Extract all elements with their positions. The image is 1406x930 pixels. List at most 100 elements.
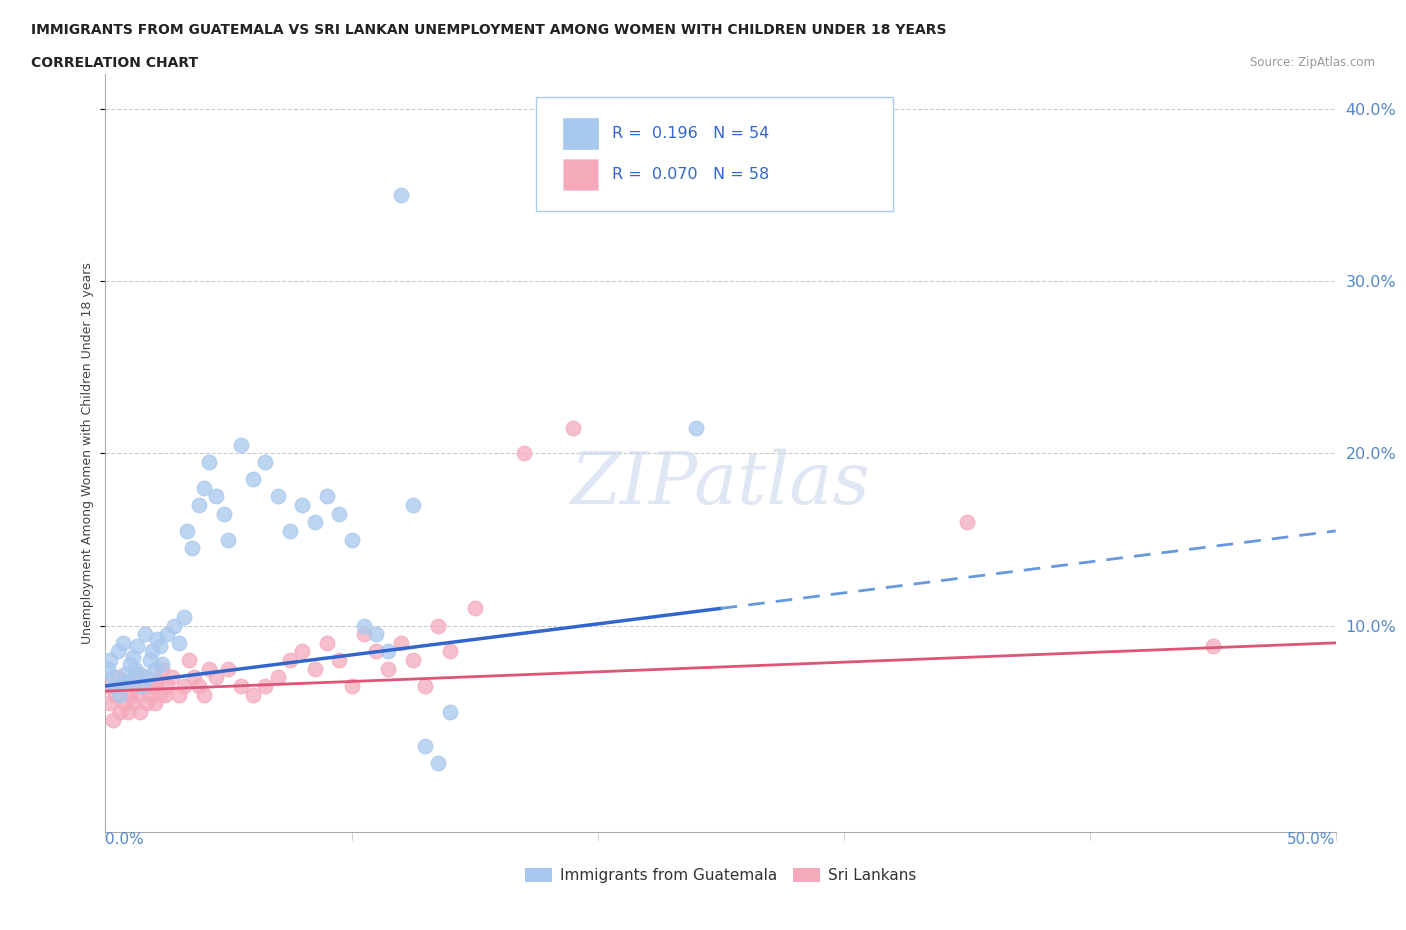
Point [134, 627, 156, 642]
Point [304, 515, 326, 530]
Point [117, 673, 139, 688]
Point [353, 627, 375, 642]
Point [426, 756, 449, 771]
Text: 50.0%: 50.0% [1288, 832, 1336, 847]
Point [156, 679, 179, 694]
Point [136, 696, 159, 711]
Point [107, 644, 129, 659]
Point [402, 653, 425, 668]
Point [97, 661, 120, 676]
Point [124, 673, 146, 688]
Point [328, 506, 350, 521]
Point [389, 635, 412, 650]
Point [127, 639, 149, 654]
Point [141, 679, 163, 694]
Point [291, 644, 314, 659]
Point [562, 420, 585, 435]
Point [439, 704, 461, 719]
Point [340, 532, 363, 547]
Point [146, 673, 169, 688]
Point [179, 653, 201, 668]
Point [513, 446, 536, 461]
FancyBboxPatch shape [564, 159, 598, 190]
Point [169, 687, 191, 702]
Point [183, 670, 205, 684]
Point [328, 653, 350, 668]
Point [242, 472, 264, 486]
Point [377, 661, 399, 676]
Point [340, 679, 363, 694]
FancyBboxPatch shape [536, 97, 893, 211]
Point [114, 696, 136, 711]
Point [104, 679, 127, 694]
Text: R =  0.070   N = 58: R = 0.070 N = 58 [613, 167, 769, 182]
Point [110, 704, 132, 719]
Point [278, 524, 301, 538]
Point [138, 687, 162, 702]
Text: R =  0.196   N = 54: R = 0.196 N = 54 [613, 126, 769, 141]
Point [366, 644, 388, 659]
Point [197, 661, 221, 676]
Point [188, 679, 211, 694]
Text: CORRELATION CHART: CORRELATION CHART [31, 56, 198, 70]
Point [197, 455, 221, 470]
Point [254, 679, 277, 694]
Point [97, 679, 120, 694]
Point [134, 679, 156, 694]
Point [1202, 639, 1225, 654]
Point [956, 515, 979, 530]
Point [149, 687, 172, 702]
Point [377, 644, 399, 659]
Point [229, 437, 252, 452]
Point [353, 618, 375, 633]
Point [107, 670, 129, 684]
Point [98, 653, 122, 668]
Point [218, 532, 240, 547]
Point [426, 618, 449, 633]
Text: Source: ZipAtlas.com: Source: ZipAtlas.com [1250, 56, 1375, 69]
Point [229, 679, 252, 694]
Point [127, 687, 149, 702]
Point [138, 653, 162, 668]
Point [153, 687, 176, 702]
Point [278, 653, 301, 668]
Point [242, 687, 264, 702]
Text: 0.0%: 0.0% [105, 832, 145, 847]
Point [169, 635, 191, 650]
Point [180, 540, 202, 555]
Point [402, 498, 425, 512]
Point [124, 661, 146, 676]
Point [218, 661, 240, 676]
Point [212, 506, 235, 521]
Point [315, 489, 337, 504]
Point [415, 679, 437, 694]
Point [114, 667, 136, 682]
Point [366, 627, 388, 642]
Point [150, 661, 173, 676]
Point [173, 679, 195, 694]
Point [121, 649, 143, 664]
Point [146, 632, 169, 647]
Point [176, 524, 198, 538]
Point [111, 679, 134, 694]
Text: IMMIGRANTS FROM GUATEMALA VS SRI LANKAN UNEMPLOYMENT AMONG WOMEN WITH CHILDREN U: IMMIGRANTS FROM GUATEMALA VS SRI LANKAN … [31, 23, 946, 37]
Legend: Immigrants from Guatemala, Sri Lankans: Immigrants from Guatemala, Sri Lankans [519, 862, 922, 889]
Point [143, 696, 166, 711]
Point [685, 420, 707, 435]
Point [439, 644, 461, 659]
Point [129, 704, 152, 719]
Point [160, 670, 183, 684]
Text: ZIPatlas: ZIPatlas [571, 448, 870, 519]
Point [267, 670, 290, 684]
Point [267, 489, 290, 504]
Point [254, 455, 277, 470]
Point [291, 498, 314, 512]
Point [193, 481, 215, 496]
Point [101, 670, 124, 684]
Point [188, 498, 211, 512]
Point [389, 188, 412, 203]
Point [136, 670, 159, 684]
Y-axis label: Unemployment Among Women with Children Under 18 years: Unemployment Among Women with Children U… [82, 262, 94, 644]
Point [149, 639, 172, 654]
Point [415, 738, 437, 753]
